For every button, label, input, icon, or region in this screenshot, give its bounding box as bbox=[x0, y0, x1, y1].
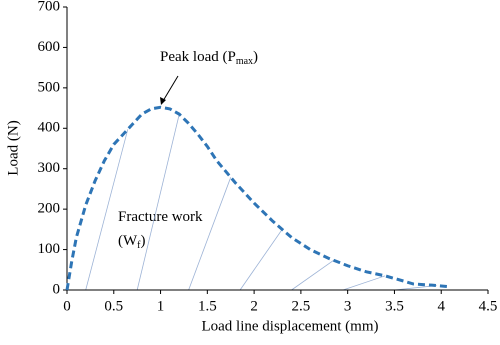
x-tick-label: 0.5 bbox=[104, 298, 123, 314]
annotation-subscript: f bbox=[137, 240, 141, 251]
x-tick-label: 4 bbox=[437, 298, 445, 314]
y-tick-label: 400 bbox=[38, 120, 61, 136]
y-tick-label: 600 bbox=[38, 39, 61, 55]
x-tick-label: 0 bbox=[63, 298, 71, 314]
data-line bbox=[65, 105, 451, 291]
hatch-line bbox=[136, 114, 180, 291]
annotation: Fracture work bbox=[118, 209, 203, 225]
y-tick-label: 700 bbox=[38, 0, 61, 14]
y-axis-label: Load (N) bbox=[5, 120, 21, 175]
x-tick-label: 1 bbox=[157, 298, 165, 314]
x-axis-label: Load line displacement (mm) bbox=[201, 318, 378, 334]
x-tick-label: 4.5 bbox=[479, 298, 498, 314]
x-tick-label: 2 bbox=[250, 298, 258, 314]
x-tick-label: 3 bbox=[344, 298, 352, 314]
annotation-subscript: max bbox=[236, 56, 253, 67]
annotation-arrow bbox=[162, 75, 179, 102]
annotation-text: ) bbox=[141, 233, 146, 249]
annotation: (Wf) bbox=[118, 233, 146, 251]
x-tick-label: 2.5 bbox=[292, 298, 311, 314]
arrow-head bbox=[160, 97, 166, 105]
y-tick-label: 100 bbox=[38, 241, 61, 257]
annotation-text: Fracture work bbox=[118, 209, 203, 225]
x-tick-label: 1.5 bbox=[198, 298, 217, 314]
x-tick-label: 3.5 bbox=[385, 298, 404, 314]
hatch-line bbox=[85, 129, 129, 291]
annotation-text: Peak load (P bbox=[160, 49, 236, 65]
hatch-line bbox=[291, 259, 334, 291]
y-tick-label: 200 bbox=[38, 201, 61, 217]
y-tick-label: 500 bbox=[38, 79, 61, 95]
y-tick-label: 300 bbox=[38, 160, 61, 176]
hatch-line bbox=[342, 275, 386, 291]
hatch-line bbox=[188, 177, 232, 291]
hatch-line bbox=[239, 229, 283, 291]
annotation: Peak load (Pmax) bbox=[160, 49, 258, 67]
annotation-text: (W bbox=[118, 233, 138, 249]
annotation-text: ) bbox=[253, 49, 258, 65]
y-tick-label: 0 bbox=[53, 281, 61, 297]
